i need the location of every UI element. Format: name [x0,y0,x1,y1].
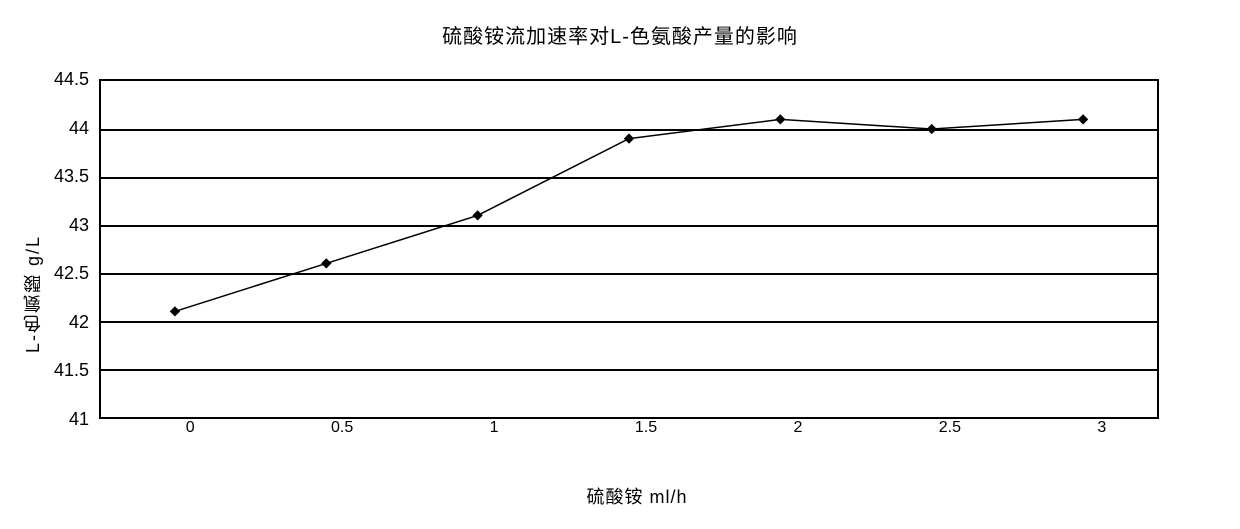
chart-title: 硫酸铵流加速率对L-色氨酸产量的影响 [20,20,1220,49]
y-ticks: 44.54443.54342.54241.541 [54,79,99,419]
x-axis-label: 硫酸铵 ml/h [54,483,1220,509]
data-marker [776,115,785,124]
data-marker [1079,115,1088,124]
data-marker [322,259,331,268]
x-tick-label: 1 [490,419,499,437]
plot-with-xaxis: 44.54443.54342.54241.541 0 0.5 1 1.5 2 2.5 3 硫… [54,79,1220,509]
x-tick-label: 2 [793,419,802,437]
chart-container: 硫酸铵流加速率对L-色氨酸产量的影响 L-色氨酸 g/L 44.54443.54… [20,20,1220,509]
x-tick-label: 2.5 [939,419,961,437]
x-tick-label: 1.5 [635,419,657,437]
line-series-svg [101,81,1157,417]
x-tick-label: 0.5 [331,419,353,437]
plot-area [99,79,1159,419]
data-marker [473,211,482,220]
data-marker [170,307,179,316]
plot-row: 44.54443.54342.54241.541 [54,79,1220,419]
gridline [101,129,1157,131]
chart-body: L-色氨酸 g/L 44.54443.54342.54241.541 0 0.5 1… [20,79,1220,509]
line-series [175,119,1083,311]
gridline [101,177,1157,179]
gridline [101,321,1157,323]
x-ticks: 0 0.5 1 1.5 2 2.5 3 [116,419,1176,443]
data-marker [625,134,634,143]
gridline [101,225,1157,227]
gridline [101,273,1157,275]
y-axis-label: L-色氨酸 g/L [20,235,46,353]
x-tick-label: 3 [1097,419,1106,437]
x-tick-label: 0 [186,419,195,437]
gridline [101,369,1157,371]
